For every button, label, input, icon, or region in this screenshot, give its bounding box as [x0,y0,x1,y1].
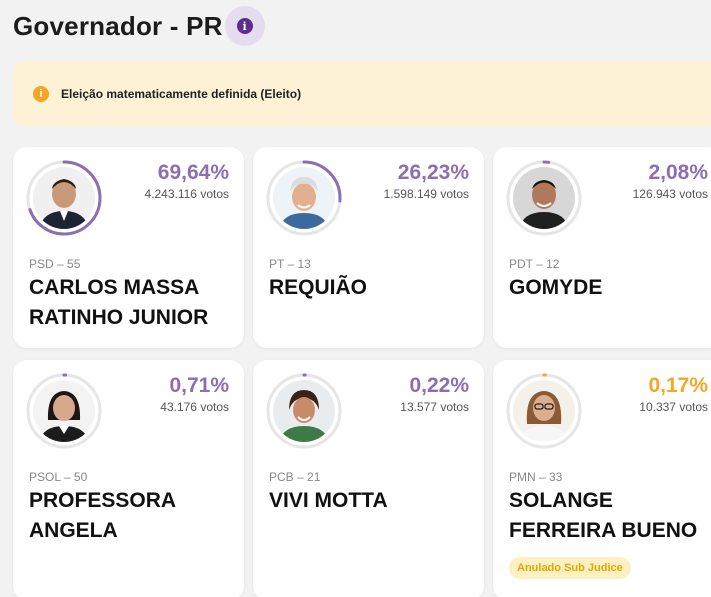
vote-count: 126.943 votos [632,187,708,201]
candidate-name-line1: CARLOS MASSA [29,276,200,299]
candidate-name: CARLOS MASSA RATINHO JUNIOR [29,273,229,333]
vote-percentage: 2,08% [648,161,708,184]
vote-percentage: 0,22% [409,374,469,397]
party-number: PSD – 55 [29,257,81,271]
candidate-name-line2: RATINHO JUNIOR [29,306,209,329]
candidate-avatar [25,372,103,450]
candidate-name-line1: SOLANGE [509,489,613,512]
warning-info-icon: i [33,86,49,102]
party-number: PDT – 12 [509,257,560,271]
info-icon: i [236,18,253,34]
vote-percentage: 0,71% [169,374,229,397]
vote-share-ring [266,373,342,449]
candidate-name-line2: FERREIRA BUENO [509,519,698,542]
candidate-name: PROFESSORA ANGELA [29,486,229,546]
party-number: PT – 13 [269,257,311,271]
status-badge: Anulado Sub Judice [509,557,631,579]
candidate-avatar [505,372,583,450]
vote-share-ring [506,160,582,236]
candidate-name-line2: ANGELA [29,519,118,542]
candidate-card[interactable]: 26,23% 1.598.149 votos PT – 13 REQUIÃO [253,147,484,348]
vote-share-ring [506,373,582,449]
candidate-name-line1: REQUIÃO [269,276,368,299]
candidate-card[interactable]: 69,64% 4.243.116 votos PSD – 55 CARLOS M… [13,147,244,348]
avatar [33,380,95,442]
avatar [273,380,335,442]
avatar [513,167,575,229]
candidate-avatar [505,159,583,237]
candidate-card[interactable]: 0,22% 13.577 votos PCB – 21 VIVI MOTTA [253,360,484,597]
vote-count: 13.577 votos [400,400,469,414]
vote-percentage: 26,23% [397,161,469,184]
party-number: PMN – 33 [509,470,563,484]
vote-percentage: 69,64% [157,161,229,184]
party-number: PCB – 21 [269,470,321,484]
candidate-card[interactable]: 0,71% 43.176 votos PSOL – 50 PROFESSORA … [13,360,244,597]
candidate-avatar [265,159,343,237]
candidate-name-line1: GOMYDE [509,276,603,299]
status-banner: i Eleição matematicamente definida (Elei… [13,61,711,127]
status-message: Eleição matematicamente definida (Eleito… [61,87,302,101]
candidate-name: VIVI MOTTA [269,486,469,516]
info-button[interactable]: i [224,6,265,46]
party-number: PSOL – 50 [29,470,88,484]
vote-share-ring [26,373,102,449]
candidate-name: SOLANGE FERREIRA BUENO [509,486,709,546]
candidate-name: REQUIÃO [269,273,469,303]
vote-count: 43.176 votos [160,400,229,414]
avatar [513,380,575,442]
vote-count: 10.337 votos [639,400,708,414]
page-title: Governador - PR [13,10,223,41]
vote-count: 4.243.116 votos [144,187,229,201]
candidate-card[interactable]: 2,08% 126.943 votos PDT – 12 GOMYDE [493,147,711,348]
candidate-avatar [265,372,343,450]
vote-count: 1.598.149 votos [383,187,469,201]
page-header: Governador - PR i [13,6,265,46]
candidate-card[interactable]: 0,17% 10.337 votos PMN – 33 SOLANGE FERR… [493,360,711,597]
candidate-name: GOMYDE [509,273,709,303]
candidate-name-line1: VIVI MOTTA [269,489,388,512]
candidate-avatar [25,159,103,237]
vote-percentage: 0,17% [648,374,708,397]
avatar [273,167,335,229]
candidate-name-line1: PROFESSORA [29,489,177,512]
vote-share-ring [266,160,342,236]
vote-share-ring [26,160,102,236]
avatar [33,167,95,229]
